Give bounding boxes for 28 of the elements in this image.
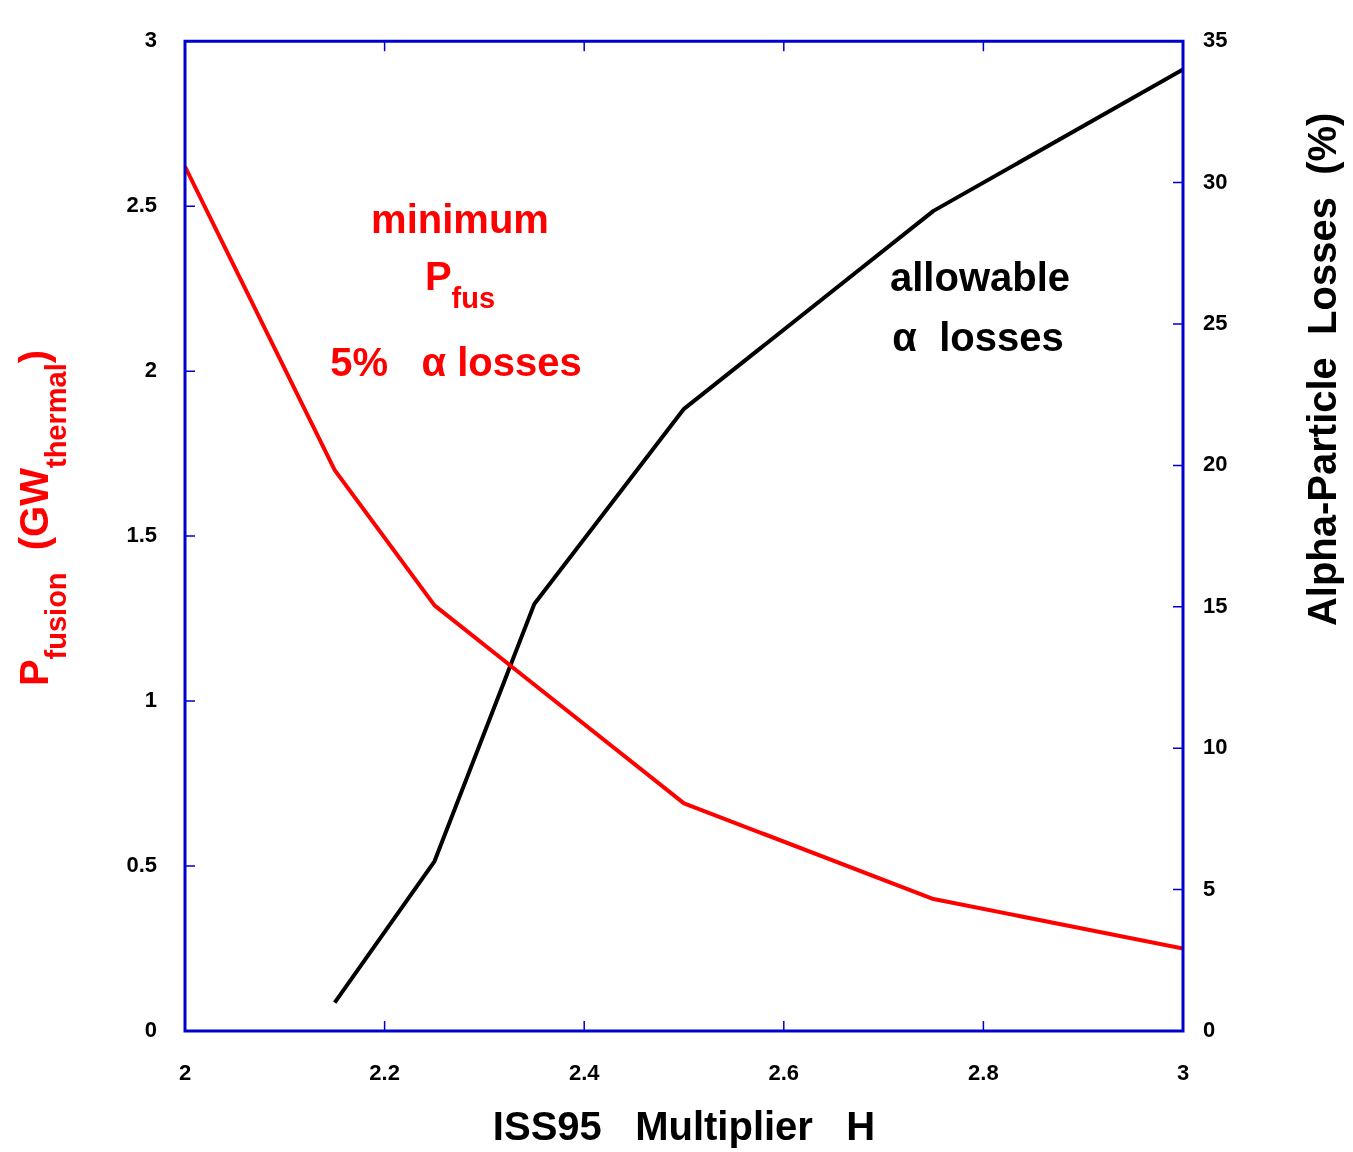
y2-tick-label: 20 [1203,451,1228,477]
x-tick-label: 3 [1176,1060,1190,1086]
y2-tick-label: 25 [1203,310,1228,336]
y-axis-title: Pfusion (GWthermal) [12,349,72,687]
x-tick-label: 2.4 [568,1060,601,1086]
y2-tick-label: 35 [1203,27,1228,53]
y-tick-label: 2.5 [126,192,157,218]
x-tick-label: 2.2 [369,1060,400,1086]
y-tick-label: 0.5 [126,852,157,878]
y2-tick-label: 15 [1203,592,1228,618]
y-tick-label: 1 [144,687,157,713]
y2-tick-label: 5 [1203,875,1216,901]
annotation: allowable [889,255,1071,299]
x-tick-label: 2 [178,1060,192,1086]
x-axis-title: ISS95 Multiplier H [492,1104,876,1148]
y2-tick-label: 0 [1203,1017,1216,1043]
y2-tick-label: 10 [1203,734,1228,760]
y2-tick-label: 30 [1203,168,1228,194]
y2-axis-title: Alpha-Particle Losses (%) [1300,112,1344,627]
y-tick-label: 3 [144,27,157,53]
y-tick-label: 2 [144,357,157,383]
annotation: α losses [892,315,1064,359]
y-tick-label: 0 [144,1017,157,1043]
annotation: 5% α losses [330,340,582,384]
x-tick-label: 2.6 [768,1060,800,1086]
annotation: minimum [371,197,549,241]
x-tick-label: 2.8 [968,1060,999,1086]
y-tick-label: 1.5 [126,522,157,548]
